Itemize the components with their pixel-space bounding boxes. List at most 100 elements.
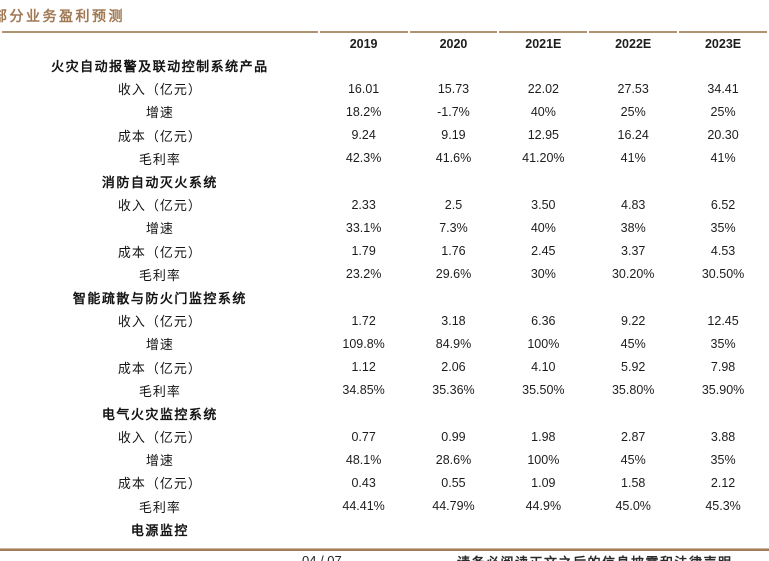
footer-disclaimer: 请务必阅读正文之后的信息披露和法律声明 <box>457 552 733 561</box>
metric-row: 成本（亿元） 1.79 1.76 2.45 3.37 4.53 <box>2 240 767 263</box>
metric-label: 成本（亿元） <box>117 476 202 492</box>
metric-row: 增速 18.2% -1.7% 40% 25% 25% <box>2 100 767 123</box>
metric-label: 成本（亿元） <box>117 128 202 144</box>
section-header-row: 火灾自动报警及联动控制系统产品 <box>2 54 767 77</box>
metric-value: 30% <box>530 267 556 282</box>
metric-value: 25% <box>620 104 646 119</box>
metric-value: 34.41 <box>707 81 739 96</box>
empty-cell <box>499 402 587 425</box>
empty-cell <box>320 170 408 193</box>
metric-value: 2.33 <box>351 197 376 212</box>
metric-value: 9.19 <box>441 128 466 143</box>
metric-value: 44.9% <box>525 499 562 514</box>
metric-label: 收入（亿元） <box>117 198 202 214</box>
metric-value: 5.92 <box>621 360 646 375</box>
metric-value: 16.01 <box>347 81 380 96</box>
metric-value: 0.43 <box>351 475 376 490</box>
metric-value: 35.90% <box>701 383 745 398</box>
empty-cell <box>679 54 767 77</box>
metric-row: 收入（亿元） 0.77 0.99 1.98 2.87 3.88 <box>2 425 767 448</box>
metric-value: 0.99 <box>441 429 466 444</box>
metric-value: 6.52 <box>710 197 736 212</box>
empty-cell <box>410 518 498 541</box>
empty-cell <box>679 170 767 193</box>
metric-value: 2.06 <box>441 360 466 375</box>
metric-value: 9.22 <box>621 313 646 328</box>
empty-cell <box>589 286 677 309</box>
metric-value: 15.73 <box>437 81 470 96</box>
empty-cell <box>679 518 767 541</box>
metric-value: 41.6% <box>435 151 472 166</box>
section-header-row: 电源监控 <box>2 518 767 541</box>
footer-page-number: 04 / 07 <box>302 553 342 561</box>
metric-value: 2.87 <box>621 429 646 444</box>
metric-value: 27.53 <box>617 81 649 96</box>
metric-value: 4.53 <box>710 244 736 259</box>
forecast-table-body: 火灾自动报警及联动控制系统产品收入（亿元） 16.01 15.73 22.02 27.5… <box>2 54 767 541</box>
metric-value: 41% <box>710 151 736 166</box>
section-title: 消防自动灭火系统 <box>101 175 218 191</box>
metric-row: 收入（亿元） 2.33 2.5 3.50 4.83 6.52 <box>2 193 767 216</box>
metric-value: 1.76 <box>441 244 466 259</box>
metric-value: 3.88 <box>710 429 736 444</box>
year-column-header: 2021E <box>499 31 588 54</box>
year-column-header: 2022E <box>589 31 678 54</box>
metric-value: 9.24 <box>351 128 376 143</box>
metric-value: 34.85% <box>342 383 385 398</box>
metric-label: 增速 <box>145 453 174 469</box>
metric-row: 成本（亿元） 9.24 9.19 12.95 16.24 20.30 <box>2 124 767 147</box>
metric-row: 毛利率 44.41% 44.79% 44.9% 45.0% 45.3% <box>2 495 767 518</box>
metric-value: 45% <box>620 452 646 467</box>
section-title: 电气火灾监控系统 <box>101 406 218 422</box>
metric-row: 收入（亿元） 1.72 3.18 6.36 9.22 12.45 <box>2 309 767 332</box>
metric-value: 0.77 <box>351 429 376 444</box>
metric-value: 44.41% <box>342 499 385 514</box>
metric-value: 25% <box>710 104 736 119</box>
metric-label: 毛利率 <box>138 499 181 515</box>
metric-value: 38% <box>620 220 646 235</box>
metric-value: 1.72 <box>351 313 376 328</box>
metric-value: 48.1% <box>345 452 382 467</box>
metric-value: 1.12 <box>351 360 376 375</box>
metric-label: 收入（亿元） <box>117 82 202 98</box>
metric-value: 4.83 <box>621 197 646 212</box>
empty-cell <box>320 518 408 541</box>
metric-row: 增速 33.1% 7.3% 40% 38% 35% <box>2 216 767 239</box>
metric-label: 毛利率 <box>138 267 181 283</box>
empty-cell <box>499 170 587 193</box>
metric-value: 29.6% <box>435 267 472 282</box>
metric-label: 收入（亿元） <box>117 430 202 446</box>
table-corner-cell <box>2 31 318 54</box>
metric-label: 增速 <box>145 337 174 353</box>
year-column-header: 2023E <box>679 31 767 54</box>
metric-value: 4.10 <box>531 360 556 375</box>
metric-value: 35% <box>710 336 736 351</box>
empty-cell <box>410 170 498 193</box>
metric-value: 2.45 <box>531 244 556 259</box>
metric-value: 35.80% <box>611 383 655 398</box>
empty-cell <box>320 54 408 77</box>
section-header-row: 消防自动灭火系统 <box>2 170 767 193</box>
metric-label: 增速 <box>145 221 174 237</box>
metric-value: 40% <box>530 220 556 235</box>
section-title: 智能疏散与防火门监控系统 <box>72 290 247 306</box>
metric-value: 1.09 <box>531 475 556 490</box>
metric-value: 3.50 <box>531 197 556 212</box>
metric-value: 12.95 <box>527 128 559 143</box>
table-header-row: 2019 2020 2021E 2022E 2023E <box>2 31 767 54</box>
metric-value: 1.58 <box>621 475 646 490</box>
metric-value: 28.6% <box>435 452 472 467</box>
empty-cell <box>589 402 677 425</box>
metric-value: 1.98 <box>531 429 556 444</box>
metric-value: 35.50% <box>522 383 565 398</box>
empty-cell <box>499 54 587 77</box>
metric-value: 40% <box>530 104 556 119</box>
metric-label: 成本（亿元） <box>117 244 202 260</box>
metric-value: 18.2% <box>345 104 382 119</box>
metric-row: 增速 109.8% 84.9% 100% 45% 35% <box>2 332 767 355</box>
metric-row: 毛利率 34.85% 35.36% 35.50% 35.80% 35.90% <box>2 379 767 402</box>
metric-value: 41.20% <box>522 151 565 166</box>
metric-value: 22.02 <box>527 81 559 96</box>
empty-cell <box>410 286 498 309</box>
